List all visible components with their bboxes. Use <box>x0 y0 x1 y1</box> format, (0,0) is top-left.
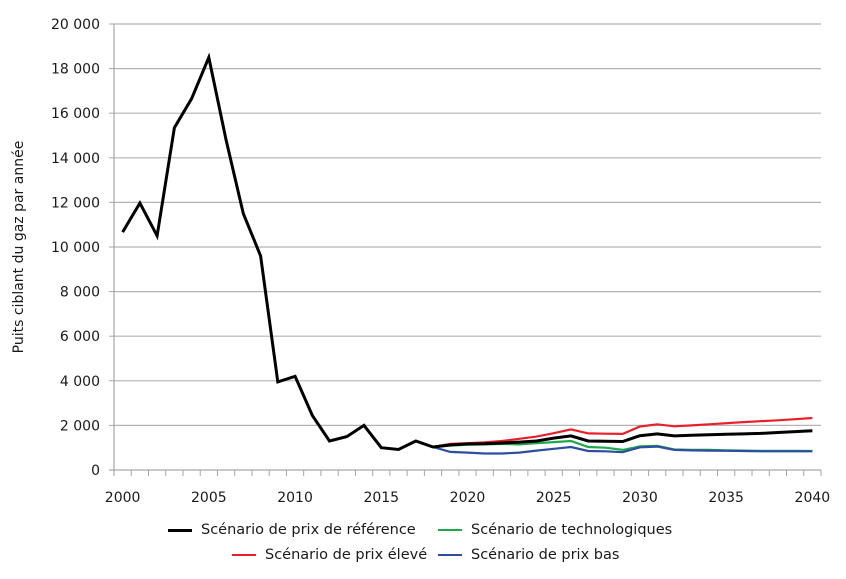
y-axis-title: Puits ciblant du gaz par année <box>11 141 27 354</box>
y-tick-label: 16 000 <box>51 106 100 122</box>
y-tick-label: 20 000 <box>51 17 100 33</box>
x-tick-label: 2030 <box>622 490 658 506</box>
gridlines <box>114 23 821 426</box>
x-tick-label: 2025 <box>536 490 572 506</box>
x-tick-label: 2005 <box>191 490 227 506</box>
x-tick-label: 2040 <box>795 490 831 506</box>
x-tick-label: 2035 <box>708 490 744 506</box>
y-tick-label: 12 000 <box>51 195 100 211</box>
x-axis: 2000 2005 2010 2015 2020 2025 2030 2035 2040 <box>105 469 831 506</box>
y-axis: 0 2 000 4 000 6 000 8 000 10 000 12 000 14 000 1… <box>51 17 115 479</box>
x-tick-label: 2015 <box>363 490 399 506</box>
x-tick-label: 2020 <box>450 490 486 506</box>
y-tick-label: 18 000 <box>51 62 100 78</box>
y-tick-label: 0 <box>91 463 100 479</box>
x-tick-label: 2000 <box>105 490 141 506</box>
y-tick-label: 6 000 <box>60 329 100 345</box>
series-lines <box>121 52 813 455</box>
y-tick-label: 2 000 <box>60 418 100 434</box>
y-tick-label: 10 000 <box>51 240 100 256</box>
series-line <box>398 439 813 455</box>
y-tick-label: 4 000 <box>60 374 100 390</box>
x-tick-label: 2010 <box>277 490 313 506</box>
y-tick-label: 8 000 <box>60 285 100 301</box>
y-tick-label: 14 000 <box>51 151 100 167</box>
series-line <box>121 52 813 452</box>
